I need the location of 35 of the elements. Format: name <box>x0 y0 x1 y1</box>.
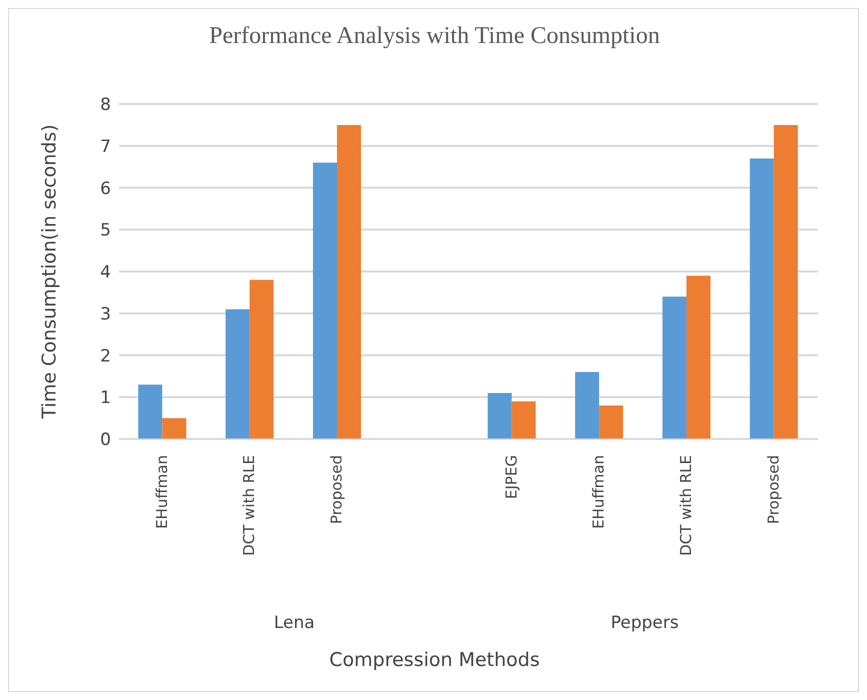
text: Lena <box>272 613 316 633</box>
bar <box>250 280 274 439</box>
bar <box>512 401 536 439</box>
text: Peppers <box>610 613 680 633</box>
bar <box>750 158 774 439</box>
x-tick-label: DCT with RLE <box>240 455 258 556</box>
bar <box>662 296 686 439</box>
y-tick-label: 7 <box>100 136 111 157</box>
y-tick-label: 2 <box>100 346 111 366</box>
bar <box>226 309 250 439</box>
bar <box>774 124 798 439</box>
bar <box>575 372 600 439</box>
x-tick-label: Proposed <box>764 455 782 524</box>
y-tick-label: 3 <box>100 304 111 324</box>
bar <box>312 162 337 439</box>
bar <box>488 392 512 439</box>
x-tick-label: Proposed <box>328 455 346 524</box>
y-tick-label: 6 <box>100 178 111 199</box>
y-tick-label: 8 <box>100 95 111 116</box>
x-tick-label: EHuffman <box>590 455 608 529</box>
y-tick-label: 0 <box>100 430 111 450</box>
bar <box>162 418 186 439</box>
y-tick-label: 5 <box>100 220 111 241</box>
bar <box>599 406 624 439</box>
bar <box>336 124 361 439</box>
bar <box>138 384 162 439</box>
x-tick-label: DCT with RLE <box>677 455 696 556</box>
y-tick-label: 1 <box>100 388 111 408</box>
y-tick-label: 4 <box>100 262 111 283</box>
x-tick-label: EJPEG <box>502 455 520 500</box>
chart-title: Performance Analysis with Time Consumption <box>208 23 661 50</box>
bar <box>686 276 710 439</box>
y-axis-title: Time Consumption(in seconds) <box>38 124 61 420</box>
x-axis-title: Compression Methods <box>328 649 541 671</box>
x-tick-label: EHuffman <box>152 455 171 529</box>
